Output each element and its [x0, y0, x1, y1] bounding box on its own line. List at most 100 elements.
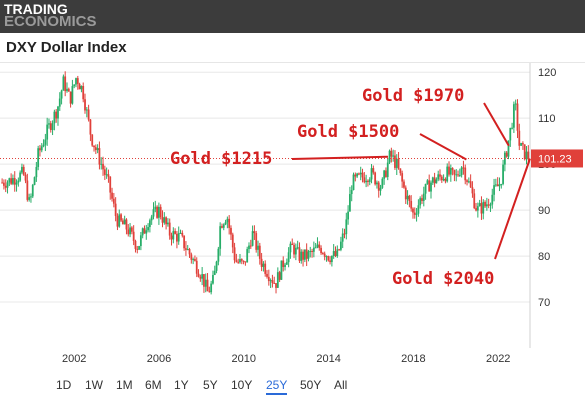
candle-body [368, 179, 371, 182]
annotation-arrow [291, 155, 388, 160]
candle-body [476, 206, 479, 211]
candle-body [372, 168, 375, 173]
candle-body [100, 163, 103, 165]
candle-body [156, 206, 158, 218]
candle-body [139, 235, 142, 247]
candle-body [136, 248, 139, 250]
candle-body [417, 205, 420, 214]
candle-body [426, 180, 429, 184]
candle-body [410, 200, 413, 209]
chart-title: DXY Dollar Index [6, 39, 127, 56]
candle-body [395, 158, 398, 168]
candle-body [13, 178, 16, 185]
candle-body [69, 91, 72, 104]
candle-body [455, 174, 458, 176]
candle-body [276, 272, 279, 288]
candle-body [424, 183, 427, 194]
candle-body [518, 130, 521, 146]
candle-body [116, 215, 119, 227]
candle-body [82, 85, 85, 100]
range-button-10y[interactable]: 10Y [231, 378, 253, 392]
candle-body [194, 259, 196, 261]
candle-body [231, 234, 234, 248]
candle-body [240, 259, 243, 261]
candle-body [111, 192, 113, 199]
candle-body [439, 174, 441, 177]
candle-body [179, 232, 182, 234]
candle-body [466, 180, 468, 182]
candle-body [509, 127, 512, 141]
candle-body [412, 208, 414, 213]
candle-body [168, 222, 171, 236]
candle-body [419, 198, 422, 206]
candle-body [284, 264, 286, 267]
range-button-6m[interactable]: 6M [145, 378, 162, 392]
candle-body [361, 172, 364, 178]
candle-body [96, 148, 99, 151]
candle-body [430, 182, 432, 192]
candle-body [141, 228, 144, 236]
candle-body [339, 241, 342, 250]
candle-body [460, 167, 463, 176]
candle-body [251, 231, 254, 246]
price-chart[interactable]: 7080901001101202002200620102014201820221… [0, 63, 585, 373]
candle-body [249, 245, 252, 247]
candle-body [165, 217, 168, 225]
range-button-all[interactable]: All [334, 378, 348, 392]
candle-body [130, 227, 133, 232]
candle-body [275, 283, 277, 288]
candle-body [161, 217, 164, 223]
candle-body [195, 260, 198, 274]
candle-body [408, 195, 411, 201]
candle-body [480, 203, 483, 214]
candle-body [323, 253, 326, 257]
range-button-1m[interactable]: 1M [116, 378, 133, 392]
candle-body [242, 260, 245, 262]
candle-body [280, 260, 283, 280]
candle-body [521, 143, 524, 145]
candle-body [17, 180, 20, 183]
candle-body [239, 259, 241, 263]
candle-body [91, 134, 94, 146]
annotation-label: Gold $1500 [297, 122, 399, 142]
candle-body [401, 173, 404, 182]
candle-body [132, 231, 135, 241]
candle-body [44, 139, 47, 145]
candle-body [406, 195, 409, 200]
range-button-50y[interactable]: 50Y [300, 378, 322, 392]
candle-body [226, 218, 229, 223]
candle-body [271, 280, 274, 283]
candle-body [177, 233, 180, 242]
candle-body [415, 213, 418, 215]
candle-body [199, 276, 202, 279]
candle-body [49, 123, 52, 130]
candle-body [73, 84, 76, 87]
range-button-1w[interactable]: 1W [85, 378, 103, 392]
candle-body [273, 282, 276, 284]
candle-body [392, 155, 395, 157]
range-button-1y[interactable]: 1Y [174, 378, 189, 392]
candle-body [327, 256, 330, 261]
candle-body [282, 260, 285, 267]
candle-body [285, 262, 288, 265]
range-button-1d[interactable]: 1D [56, 378, 72, 392]
candle-body [303, 249, 306, 260]
candle-body [316, 244, 319, 248]
candle-body [127, 229, 130, 235]
candle-body [125, 219, 128, 230]
candle-body [345, 219, 348, 235]
candle-body [489, 204, 492, 206]
candle-body [105, 174, 108, 176]
candle-body [500, 183, 503, 185]
y-tick-label: 120 [538, 67, 556, 79]
candle-body [356, 173, 359, 177]
candle-body [349, 194, 351, 212]
candle-body [244, 261, 247, 263]
range-button-5y[interactable]: 5Y [203, 378, 218, 392]
candle-body [123, 219, 126, 225]
candle-body [246, 249, 249, 263]
x-tick-label: 2010 [232, 353, 256, 365]
range-button-25y[interactable]: 25Y [266, 378, 288, 395]
candle-body [413, 212, 416, 215]
candle-body [8, 178, 11, 183]
